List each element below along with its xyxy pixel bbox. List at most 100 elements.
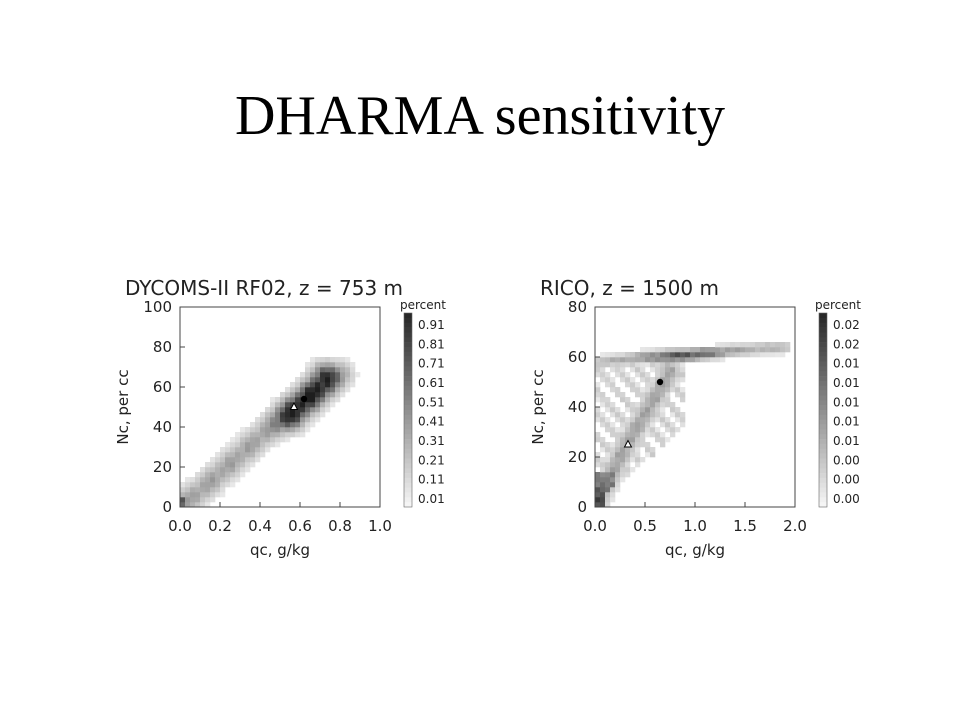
heatmap-cell	[315, 367, 321, 373]
heatmap-cell	[255, 437, 261, 443]
heatmap-cell	[335, 367, 341, 373]
heatmap-cell	[345, 382, 351, 388]
colorbar-segment	[404, 376, 412, 382]
colorbar-tick-label: 0.02	[833, 318, 860, 332]
heatmap-cell	[595, 462, 601, 468]
heatmap-cell	[320, 357, 326, 363]
heatmap-cell	[620, 362, 626, 368]
heatmap-cell	[215, 462, 221, 468]
heatmap-cell	[190, 482, 196, 488]
heatmap-cell	[645, 352, 651, 358]
heatmap-cell	[600, 447, 606, 453]
heatmap-cell	[625, 417, 631, 423]
heatmap-cell	[260, 412, 266, 418]
colorbar-segment	[819, 502, 827, 508]
colorbar-segment	[819, 405, 827, 411]
heatmap-cell	[595, 372, 601, 378]
heatmap-cell	[685, 347, 691, 353]
heatmap-cell	[595, 472, 601, 478]
heatmap-cell	[220, 472, 226, 478]
heatmap-cell	[650, 377, 656, 383]
heatmap-cell	[200, 472, 206, 478]
heatmap-cell	[190, 487, 196, 493]
heatmap-cell	[605, 452, 611, 458]
colorbar-segment	[819, 356, 827, 362]
colorbar-segment	[404, 419, 412, 425]
heatmap-cell	[300, 372, 306, 378]
heatmap-cell	[265, 407, 271, 413]
heatmap-cell	[595, 452, 601, 458]
heatmap-cell	[245, 437, 251, 443]
heatmap-cell	[650, 402, 656, 408]
colorbar-tick-label: 0.01	[833, 395, 860, 409]
heatmap-cell	[670, 412, 676, 418]
heatmap-cell	[680, 372, 686, 378]
colorbar-tick-label: 0.41	[418, 415, 445, 429]
colorbar-tick-label: 0.00	[833, 473, 860, 487]
heatmap-cell	[615, 407, 621, 413]
heatmap-cell	[225, 457, 231, 463]
heatmap-cell	[355, 372, 361, 378]
colorbar-segment	[819, 434, 827, 440]
heatmap-cell	[645, 417, 651, 423]
heatmap-cell	[260, 437, 266, 443]
heatmap-cell	[185, 497, 191, 503]
heatmap-cell	[650, 367, 656, 373]
heatmap-cell	[345, 387, 351, 393]
heatmap-cell	[645, 347, 651, 353]
heatmap-cell	[230, 472, 236, 478]
mean-marker-circle	[656, 378, 664, 386]
heatmap-cell	[235, 442, 241, 448]
colorbar-segment	[404, 337, 412, 343]
heatmap-cell	[260, 452, 266, 458]
heatmap-cell	[615, 427, 621, 433]
colorbar-frame	[403, 312, 413, 508]
heatmap-cell	[625, 377, 631, 383]
heatmap-cell	[330, 402, 336, 408]
colorbar-segment	[404, 351, 412, 357]
heatmap-cell	[645, 432, 651, 438]
heatmap-cell	[675, 387, 681, 393]
heatmap-cell	[335, 397, 341, 403]
heatmap-cell	[205, 492, 211, 498]
heatmap-cell	[615, 362, 621, 368]
heatmap-cell	[670, 367, 676, 373]
heatmap-cell	[350, 377, 356, 383]
heatmap-cell	[675, 347, 681, 353]
heatmap-cell	[615, 487, 621, 493]
heatmap-cell	[670, 372, 676, 378]
heatmap-cell	[630, 467, 636, 473]
heatmap-cell	[620, 397, 626, 403]
heatmap-cell	[635, 432, 641, 438]
heatmap-cell	[635, 442, 641, 448]
heatmap-cell	[675, 352, 681, 358]
heatmap-cell	[645, 392, 651, 398]
heatmap-cell	[280, 392, 286, 398]
y-tick-label: 80	[153, 338, 172, 356]
x-tick-label: 1.0	[683, 517, 707, 535]
heatmap-cell	[205, 502, 211, 508]
heatmap-cell	[610, 367, 616, 373]
heatmap-cell	[670, 347, 676, 353]
heatmap-cell	[335, 362, 341, 368]
heatmap-cell	[615, 417, 621, 423]
heatmap-cell	[230, 462, 236, 468]
heatmap-cell	[295, 412, 301, 418]
heatmap-cell	[300, 412, 306, 418]
heatmap-cell	[225, 442, 231, 448]
y-tick-label: 60	[568, 348, 587, 366]
heatmap-cell	[320, 387, 326, 393]
heatmap-cell	[220, 482, 226, 488]
heatmap-cell	[630, 377, 636, 383]
colorbar-segment	[819, 322, 827, 328]
heatmap-cell	[215, 472, 221, 478]
heatmap-cell	[225, 477, 231, 483]
heatmap-cell	[300, 402, 306, 408]
heatmap-cell	[250, 447, 256, 453]
heatmap-cell	[295, 387, 301, 393]
heatmap-cell	[190, 502, 196, 508]
x-tick-label: 0.8	[328, 517, 352, 535]
heatmap-cell	[645, 387, 651, 393]
heatmap-cell	[610, 492, 616, 498]
heatmap-cell	[285, 407, 291, 413]
